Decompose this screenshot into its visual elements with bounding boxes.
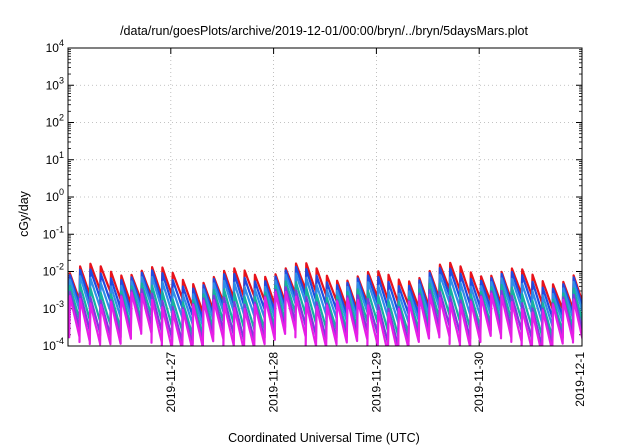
series-group bbox=[68, 261, 582, 346]
y-axis: 10-4 10-3 10-2 10-1 100 101 102 103 104 bbox=[43, 38, 582, 353]
y-tick-label: 104 bbox=[46, 38, 64, 55]
y-tick-label: 10-4 bbox=[43, 336, 64, 353]
x-axis-label: Coordinated Universal Time (UTC) bbox=[228, 431, 420, 445]
y-tick-label: 102 bbox=[46, 113, 64, 130]
y-tick-label: 10-2 bbox=[43, 262, 64, 279]
y-tick-label: 10-3 bbox=[43, 299, 64, 316]
y-tick-label: 100 bbox=[46, 187, 64, 204]
x-tick-label: 2019-12-1 bbox=[573, 352, 587, 407]
y-axis-label: cGy/day bbox=[17, 190, 31, 237]
chart-title: /data/run/goesPlots/archive/2019-12-01/0… bbox=[120, 24, 528, 38]
x-tick-label: 2019-11-29 bbox=[369, 352, 383, 413]
y-tick-label: 10-1 bbox=[43, 224, 64, 241]
x-tick-label: 2019-11-30 bbox=[472, 352, 486, 413]
x-tick-label: 2019-11-27 bbox=[164, 352, 178, 413]
x-axis: 2019-11-27 2019-11-28 2019-11-29 2019-11-30… bbox=[164, 48, 587, 413]
x-tick-label: 2019-11-28 bbox=[267, 352, 281, 413]
y-tick-label: 101 bbox=[46, 150, 64, 167]
plot-frame bbox=[67, 47, 583, 347]
y-tick-label: 103 bbox=[46, 75, 64, 92]
series-line bbox=[68, 290, 582, 346]
